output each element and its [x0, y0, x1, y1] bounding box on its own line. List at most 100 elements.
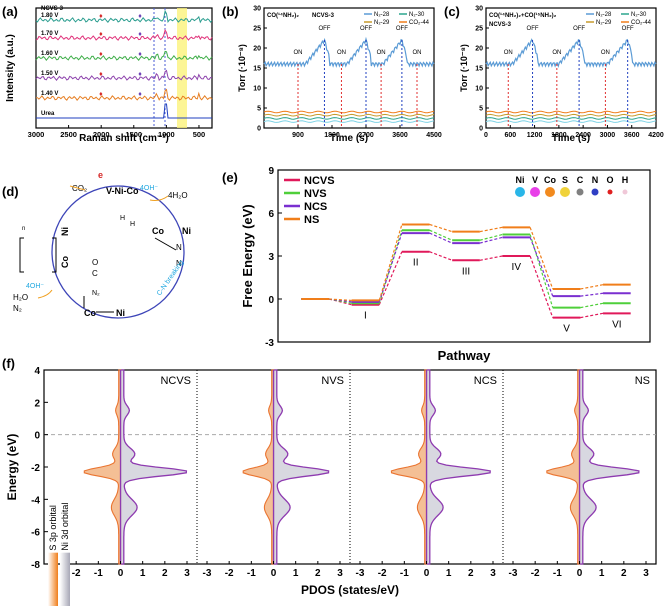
pdos-xlabel: PDOS (states/eV) — [301, 583, 399, 597]
panelC-ytick-label-6: 30 — [475, 6, 483, 13]
n-subscript: n — [22, 226, 25, 232]
pdos-xtick-label-0-4: 1 — [140, 568, 146, 579]
co-n-bond — [154, 237, 177, 251]
panelB-on-label-1: ON — [337, 50, 346, 56]
panelB-ytick-label-3: 15 — [253, 66, 261, 73]
panelB-off-label-1: OFF — [360, 26, 372, 32]
panelC-xtick-label-4: 2400 — [575, 132, 591, 139]
panelC-legend-label-3: CO₂-44 — [631, 20, 652, 26]
panelC-xtick-label-6: 3600 — [624, 132, 640, 139]
pdos-subplot-title-2: NCS — [474, 375, 497, 387]
energy-ytick-label-3: 6 — [268, 209, 274, 220]
n2-bound-label: N₂ — [92, 290, 100, 297]
panelC-flat-series-1 — [485, 113, 657, 117]
cycle-circle — [51, 185, 185, 319]
pdos-xtick-label-0-5: 2 — [162, 568, 168, 579]
raman-series-label-2: 1.60 V — [41, 51, 58, 57]
pdos-subplot-title-3: NS — [635, 375, 650, 387]
energy-xlabel: Pathway — [438, 348, 492, 363]
raman-series-0 — [35, 9, 213, 24]
pdos-s3p-area-3 — [546, 369, 581, 565]
pdos-ni3d-area-2 — [425, 369, 491, 565]
raman-panel: 1.80 V ♦ ♦ 1.70 V ♦ ♦ 1.60 V ♦ ♦ 1.50 V ♦ ♦ 1.40 V ♦ ♦… — [5, 6, 213, 144]
energy-connector-NCS-0 — [328, 298, 352, 303]
energy-connector-NS-0 — [328, 298, 352, 302]
panelB-legend-label-1: N₂-29 — [374, 20, 390, 26]
panelC-off-label-0: OFF — [527, 26, 539, 32]
pdos-s3p-area-0 — [83, 369, 122, 565]
panel-label-a: (a) — [2, 4, 18, 19]
pdos-xtick-label-1-0: -3 — [203, 568, 212, 579]
raman-marker-purple-4: ♦ — [138, 91, 142, 98]
polymer-bracket-left — [19, 237, 24, 273]
energy-ytick-label-0: -3 — [265, 338, 274, 349]
pdos-xtick-label-1-2: -1 — [247, 568, 256, 579]
energy-connector-NCS-3 — [479, 236, 503, 244]
pdos-xtick-label-1-5: 2 — [315, 568, 321, 579]
pdos-xtick-label-2-5: 2 — [468, 568, 474, 579]
h-atom-1: H — [120, 215, 125, 222]
pdos-s3p-area-1 — [242, 369, 275, 565]
panelC-flat-series-0 — [485, 110, 657, 114]
ni-right: Ni — [182, 226, 191, 236]
energy-connector-NCS-1 — [378, 232, 403, 303]
atom-legend-swatch-5 — [591, 188, 599, 196]
raman-marker-red-2: ♦ — [99, 51, 103, 58]
panelB-ytick-label-1: 5 — [257, 106, 261, 113]
pdos-xtick-label-2-2: -1 — [400, 568, 409, 579]
panel-label-c: (c) — [444, 4, 460, 19]
pdos-ytick-label-5: 2 — [34, 398, 40, 409]
energy-connector-NCVS-0 — [328, 298, 352, 306]
atom-legend-label-1: V — [532, 175, 538, 185]
panel-label-e: (e) — [222, 170, 238, 185]
co2-arrow — [69, 185, 86, 191]
pdos-ytick-label-4: 0 — [34, 431, 40, 442]
panelB-off-label-0: OFF — [318, 26, 330, 32]
raman-sample-label: NCVS-3 — [41, 6, 64, 12]
raman-marker-purple-2: ♦ — [138, 51, 142, 58]
panelC-xlabel: Time (s) — [552, 133, 590, 144]
energy-connector-NCS-5 — [580, 292, 604, 297]
panel-label-d: (d) — [2, 184, 19, 199]
atom-legend-swatch-7 — [622, 189, 628, 195]
atom-legend-swatch-2 — [545, 187, 555, 197]
raman-series-2 — [35, 50, 213, 62]
panelC-on-label-2: ON — [601, 50, 610, 56]
pdos-xtick-label-2-0: -3 — [356, 568, 365, 579]
n-atom-2: N — [176, 243, 182, 252]
pdos-ni3d-area-1 — [272, 369, 330, 565]
energy-ytick-label-4: 9 — [268, 166, 274, 177]
panelB-on-label-0: ON — [294, 50, 303, 56]
panelC-ytick-label-5: 25 — [475, 26, 483, 33]
energy-connector-NCVS-5 — [580, 312, 604, 319]
energy-connector-NCVS-4 — [529, 255, 554, 318]
panelB-on-label-2: ON — [377, 50, 386, 56]
panelC-ytick-label-2: 10 — [475, 86, 483, 93]
raman-series-1 — [35, 28, 213, 41]
panelB-ytick-label-0: 0 — [257, 126, 261, 133]
pdos-xtick-label-3-6: 3 — [643, 568, 649, 579]
atom-legend-label-4: C — [577, 175, 584, 185]
panelC-title: CO(¹⁴NH₂)₂+CO(¹⁵NH₂)₂ — [489, 12, 557, 19]
raman-xtick-label-3: 1500 — [125, 130, 142, 139]
energy-step-label-4: IV — [512, 262, 522, 273]
pdos-xtick-label-3-1: -2 — [531, 568, 540, 579]
h2o-in-label: H₂O — [13, 293, 28, 302]
panelC-ylabel: Torr (·10⁻⁸) — [459, 44, 469, 92]
o-atom: O — [92, 258, 98, 267]
pdos-xtick-label-0-2: -1 — [94, 568, 103, 579]
raman-marker-red-1: ♦ — [99, 31, 103, 38]
energy-legend-label-3: NS — [304, 214, 319, 226]
panelC-ytick-label-1: 5 — [479, 106, 483, 113]
energy-connector-NCVS-2 — [429, 251, 453, 261]
panelB-on-label-3: ON — [413, 50, 422, 56]
atom-legend-swatch-1 — [530, 187, 540, 197]
energy-legend-label-2: NCS — [304, 201, 327, 213]
panelC-xtick-label-0: 0 — [484, 132, 488, 139]
energy-step-label-6: VI — [612, 319, 621, 330]
h2o-arrow — [149, 195, 169, 201]
energy-connector-NS-4 — [529, 227, 554, 290]
n-atom-1: N — [176, 259, 182, 268]
panel-label-b: (b) — [222, 4, 239, 19]
panelB-ylabel: Torr (·10⁻⁸) — [237, 44, 247, 92]
